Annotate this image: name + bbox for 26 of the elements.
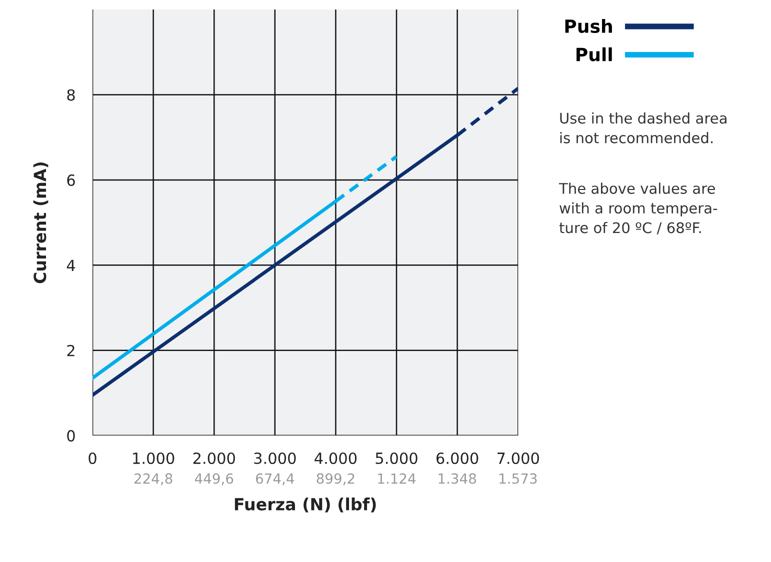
x-tick-label: 2.000: [193, 452, 235, 464]
x2-tick-label: 899,2: [316, 473, 354, 486]
text: The above values are with a room tempera- ture of 20 ºC / 68ºF.: [558, 182, 718, 234]
x2-tick-label: 1.124: [378, 473, 416, 484]
x-tick-label: 6.000: [436, 452, 478, 464]
x2-tick-label: 674,4: [256, 473, 294, 486]
y-tick-label: 6: [67, 174, 75, 186]
x-tick-label: 7.000: [497, 452, 539, 464]
x-axis-title: Fuerza (N) (lbf): [234, 498, 376, 512]
x2-tick-label: 1.348: [438, 473, 476, 484]
legend-label: Push: [565, 19, 612, 34]
y-tick-label: 4: [66, 260, 75, 271]
x-tick-label: 1.000: [133, 452, 174, 464]
text: Use in the dashed area is not recommended.: [560, 112, 726, 144]
x2-tick-label: 224,8: [134, 473, 172, 486]
x-tick-label: 3.000: [254, 452, 296, 464]
y-tick-label: 2: [67, 344, 74, 356]
x-tick-label: 5.000: [376, 452, 418, 464]
x2-tick-label: 1.573: [500, 473, 537, 484]
x2-tick-label: 449,6: [194, 473, 234, 486]
y-tick-label: 8: [67, 89, 75, 101]
legend-label: Pull: [576, 47, 612, 62]
x-tick-label: 0: [88, 452, 96, 464]
y-tick-label: 0: [67, 430, 75, 442]
x-tick-label: 4.000: [314, 452, 357, 464]
y-axis-title: Current (mA): [33, 162, 48, 284]
